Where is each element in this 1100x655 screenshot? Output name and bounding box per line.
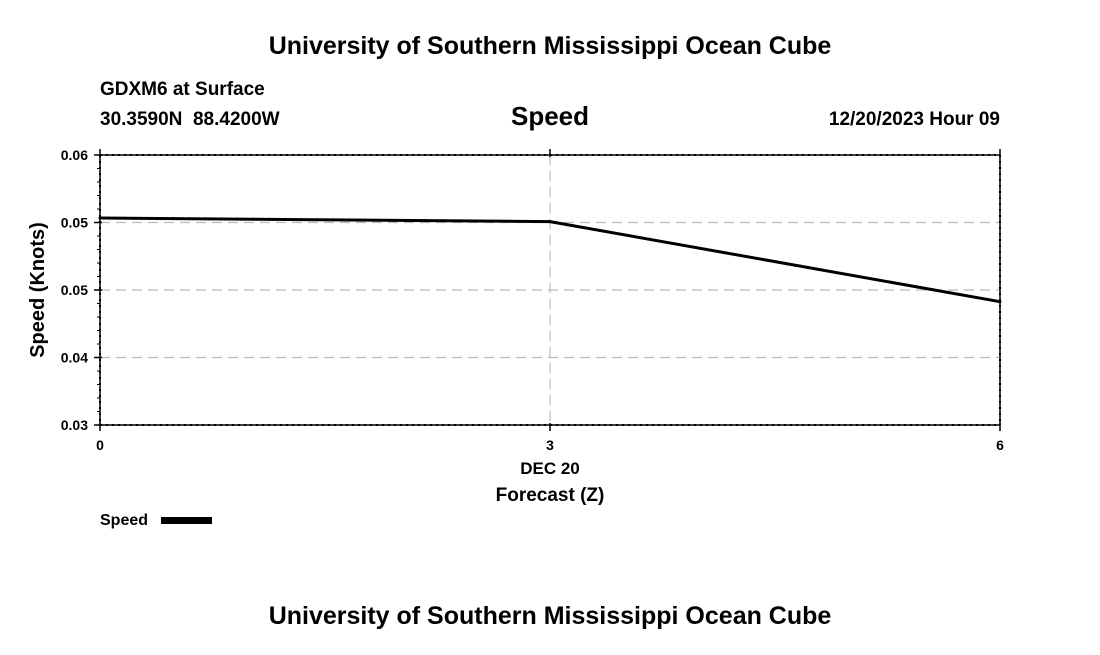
data-point: [98, 216, 102, 220]
x-tick-label: 3: [546, 437, 554, 453]
station-label: GDXM6 at Surface: [100, 79, 265, 100]
grid: [100, 155, 1000, 425]
chart-title: Speed: [511, 101, 589, 131]
footer-title: University of Southern Mississippi Ocean…: [269, 602, 832, 630]
x-tick-label: 6: [996, 437, 1004, 453]
legend-swatch: [161, 517, 212, 524]
y-tick-label: 0.05: [61, 215, 88, 231]
y-tick-label: 0.04: [61, 350, 88, 366]
data-point: [998, 300, 1002, 304]
y-tick-label: 0.03: [61, 417, 88, 433]
legend: Speed: [100, 512, 212, 529]
y-tick-label: 0.06: [61, 147, 88, 163]
y-tick-label: 0.05: [61, 282, 88, 298]
axes: 0.03 0.04 0.05 0.05 0.06 0 3 6: [61, 147, 1004, 453]
x-tick-label: 0: [96, 437, 104, 453]
series: [98, 216, 1002, 304]
y-axis-label: Speed (Knots): [27, 222, 49, 358]
header-title: University of Southern Mississippi Ocean…: [269, 32, 832, 60]
data-point: [548, 220, 552, 224]
x-axis-label: Forecast (Z): [496, 485, 605, 506]
legend-label: Speed: [100, 512, 148, 529]
x-axis-date: DEC 20: [520, 459, 580, 478]
coords-label: 30.3590N 88.4200W: [100, 109, 280, 130]
datetime-label: 12/20/2023 Hour 09: [829, 109, 1000, 130]
